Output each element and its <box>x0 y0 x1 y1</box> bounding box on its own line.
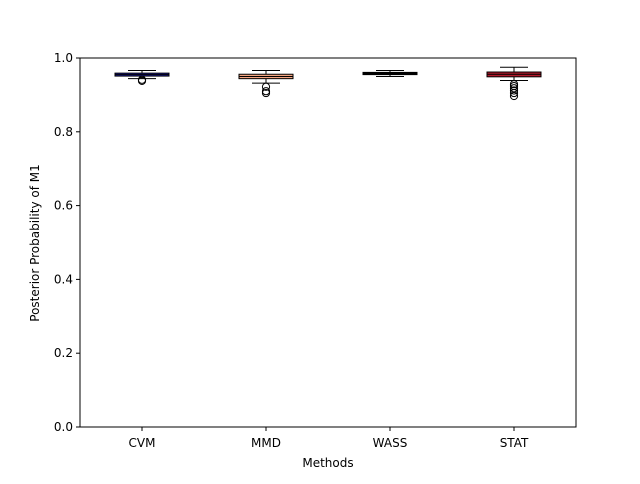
y-tick-label: 0.0 <box>54 420 73 434</box>
outlier-point-stat <box>509 84 519 93</box>
x-tick-label-cvm: CVM <box>129 436 156 450</box>
box-group-wass <box>362 70 418 77</box>
y-tick-label: 0.4 <box>54 272 73 286</box>
outlier-point-stat <box>509 86 519 95</box>
box-group-stat <box>486 66 542 101</box>
y-axis-label: Posterior Probability of M1 <box>28 164 42 321</box>
x-tick-label-mmd: MMD <box>251 436 281 450</box>
plot-frame <box>79 57 577 428</box>
y-tick-label: 1.0 <box>54 51 73 65</box>
box-group-cvm <box>114 70 170 85</box>
outlier-point-stat <box>509 91 519 101</box>
y-tick-label: 0.6 <box>54 199 73 213</box>
outlier-point-cvm <box>137 75 147 84</box>
outlier-point-mmd <box>261 87 271 96</box>
outlier-point-stat <box>509 80 519 89</box>
plot-layer <box>114 66 542 101</box>
x-tick-label-stat: STAT <box>500 436 529 450</box>
y-tick-label: 0.2 <box>54 346 73 360</box>
y-tick-label: 0.8 <box>54 125 73 139</box>
x-tick-label-wass: WASS <box>373 436 408 450</box>
outlier-point-mmd <box>261 82 271 91</box>
box-group-mmd <box>238 70 294 98</box>
axes-layer: 0.0 0.2 0.4 0.6 0.8 1.0 CVM MMD WASS STAT <box>54 51 577 450</box>
x-axis-label: Methods <box>302 456 353 470</box>
